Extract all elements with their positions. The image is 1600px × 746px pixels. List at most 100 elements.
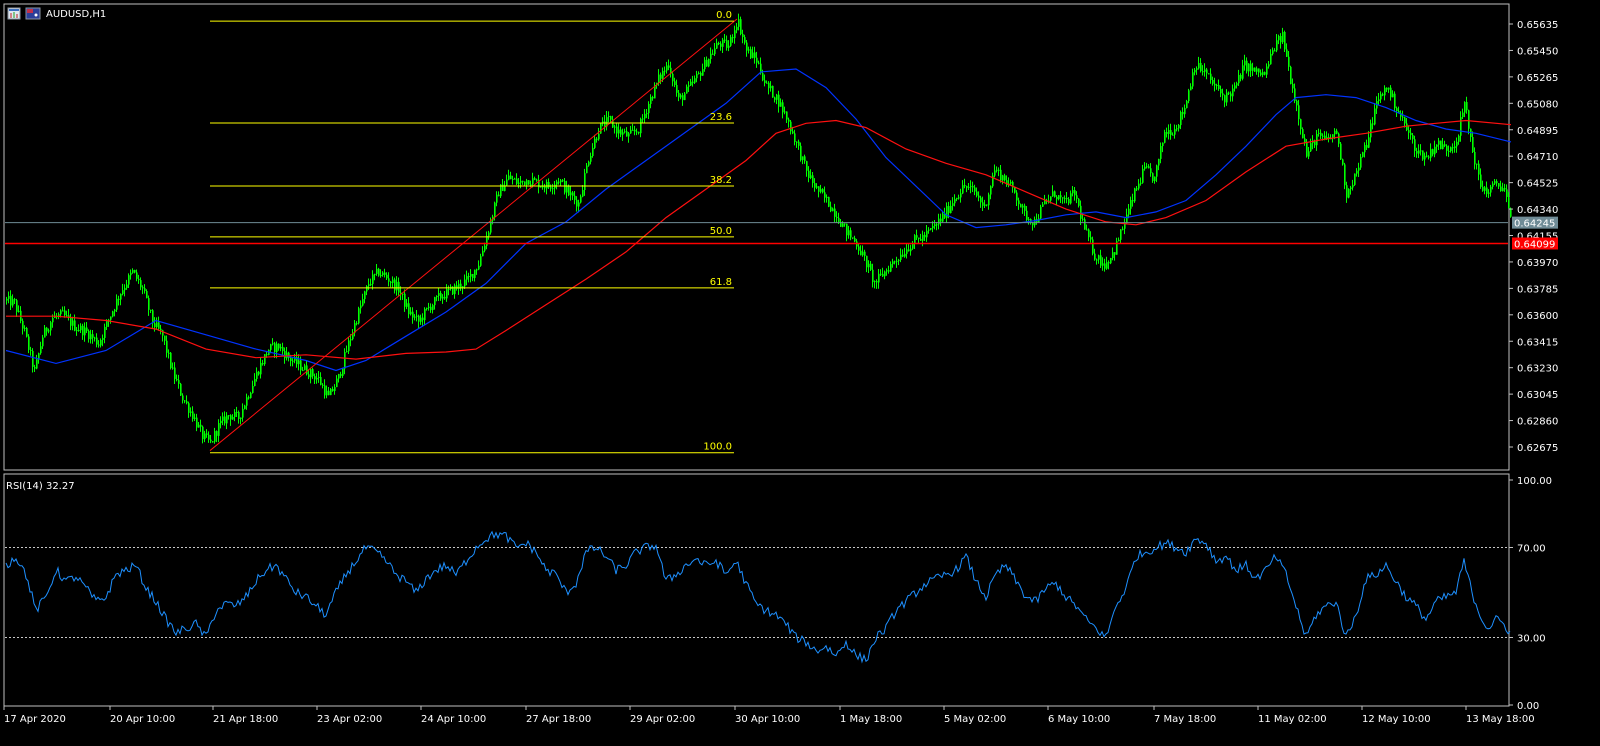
candle [522, 180, 524, 185]
candle [82, 323, 84, 340]
candle [742, 29, 744, 44]
candle [886, 268, 888, 276]
fibonacci-trendline[interactable] [209, 18, 738, 451]
candle [612, 115, 614, 128]
candle [1268, 61, 1270, 69]
candle [538, 174, 540, 194]
candle [1136, 185, 1138, 191]
time-axis-label: 11 May 02:00 [1258, 714, 1327, 725]
candle [6, 296, 8, 305]
candle [1200, 58, 1202, 73]
candle [936, 222, 938, 231]
candle [328, 387, 330, 396]
candle [526, 178, 528, 190]
candle [1486, 181, 1488, 198]
candle [254, 373, 256, 387]
candle [1224, 94, 1226, 108]
candle [536, 178, 538, 182]
candle [1186, 99, 1188, 109]
candle [1220, 85, 1222, 98]
fib-level-label: 61.8 [710, 277, 732, 288]
candle [474, 269, 476, 282]
candle [456, 281, 458, 291]
candle [772, 85, 774, 98]
candle [314, 373, 316, 385]
candle [512, 175, 514, 185]
candle [610, 115, 612, 123]
candle [234, 409, 236, 422]
candle [488, 230, 490, 240]
candle [1098, 254, 1100, 264]
candle [722, 37, 724, 54]
candle [984, 199, 986, 209]
candle [872, 263, 874, 288]
candle [1068, 197, 1070, 206]
chart-window-icon[interactable] [7, 7, 21, 20]
candle [1164, 129, 1166, 144]
candle [204, 430, 206, 443]
horizontal-lines-layer[interactable] [5, 222, 1508, 245]
candle [556, 179, 558, 190]
candle [36, 354, 38, 370]
candle [1112, 247, 1114, 261]
candle [372, 270, 374, 290]
candle [1454, 140, 1456, 153]
candle [436, 295, 438, 302]
candle [1140, 177, 1142, 186]
candle [282, 342, 284, 355]
candle [1242, 59, 1244, 81]
candle [404, 289, 406, 312]
current-price-tag: 0.64245 [1512, 216, 1558, 230]
candle [136, 269, 138, 282]
candle [600, 123, 602, 134]
candle [1214, 77, 1216, 92]
fibonacci-layer[interactable]: 0.0 23.6 38.2 50.0 61.8 100.0 [209, 10, 738, 454]
candle [1076, 191, 1078, 204]
candle [1240, 73, 1242, 82]
candle [228, 415, 230, 420]
candle [766, 80, 768, 84]
price-axis-label: 0.63600 [1517, 311, 1558, 322]
candle [1144, 162, 1146, 171]
candle [262, 359, 264, 366]
candle [486, 231, 488, 250]
candle [1298, 99, 1300, 126]
candle [256, 367, 258, 382]
candle [1448, 145, 1450, 157]
candle [1450, 146, 1452, 153]
candle [1138, 179, 1140, 191]
time-axis-label: 5 May 02:00 [944, 714, 1006, 725]
candle [190, 407, 192, 417]
candle [1426, 151, 1428, 158]
candle [366, 285, 368, 296]
candle [1128, 204, 1130, 219]
candle [616, 122, 618, 138]
candle [692, 75, 694, 87]
candle [166, 335, 168, 358]
candle [1360, 153, 1362, 170]
candle [1168, 124, 1170, 140]
candle [746, 40, 748, 57]
candle [226, 412, 228, 430]
candle [548, 178, 550, 190]
candle [388, 272, 390, 287]
time-axis-label: 21 Apr 18:00 [213, 714, 278, 725]
candle [1244, 54, 1246, 71]
candle [1034, 216, 1036, 228]
candle [1282, 27, 1284, 45]
candle [1370, 119, 1372, 143]
candle [244, 404, 246, 410]
candle [940, 213, 942, 227]
candle [730, 34, 732, 47]
candle [1288, 50, 1290, 71]
candle [1378, 93, 1380, 106]
candle [528, 180, 530, 185]
candle [46, 326, 48, 336]
candle [848, 225, 850, 239]
candle [334, 384, 336, 395]
candle [596, 136, 598, 143]
candle [1262, 68, 1264, 78]
candle [326, 385, 328, 399]
candle [12, 294, 14, 308]
